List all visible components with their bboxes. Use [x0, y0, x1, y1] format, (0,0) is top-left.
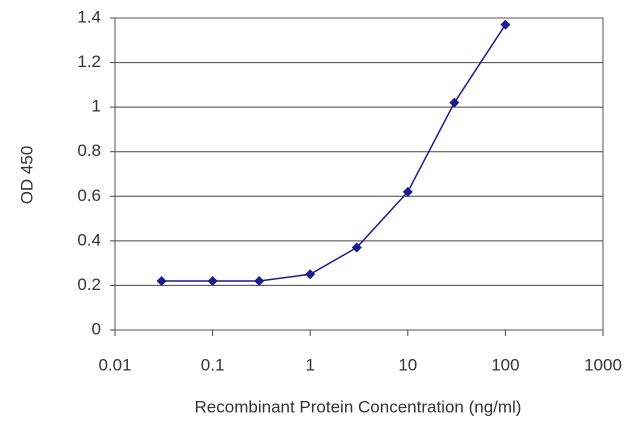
point: [449, 97, 460, 108]
x-tick-label: 0.01: [98, 355, 131, 374]
y-tick-label: 1.4: [77, 7, 101, 26]
point: [305, 269, 316, 280]
point: [402, 186, 413, 197]
x-tick-label: 0.1: [201, 355, 225, 374]
point: [351, 242, 362, 253]
y-tick-label: 0.2: [77, 275, 101, 294]
x-tick-label: 100: [491, 355, 519, 374]
y-tick-label: 1.2: [77, 52, 101, 71]
point: [207, 275, 218, 286]
y-tick-label: 0.6: [77, 186, 101, 205]
point: [500, 19, 511, 30]
x-tick-label: 1000: [584, 355, 622, 374]
y-tick-label: 1: [92, 97, 101, 116]
y-tick-label: 0.8: [77, 141, 101, 160]
x-tick-label: 10: [398, 355, 417, 374]
point: [254, 275, 265, 286]
y-tick-label: 0.4: [77, 230, 101, 249]
y-axis-label: OD 450: [17, 146, 36, 205]
plot-frame: [114, 17, 604, 331]
x-axis-label: Recombinant Protein Concentration (ng/ml…: [195, 397, 522, 416]
line: [161, 24, 507, 282]
x-tick-label: 1: [305, 355, 314, 374]
y-tick-label: 0: [92, 319, 101, 338]
point: [156, 275, 167, 286]
